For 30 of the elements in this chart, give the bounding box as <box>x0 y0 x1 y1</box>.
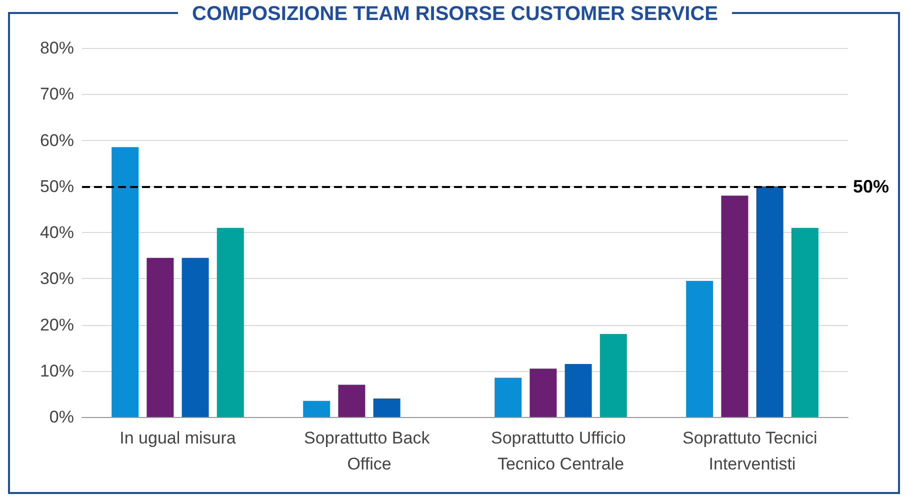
x-tick-label: Soprattuto Tecnici Interventisti <box>682 428 822 474</box>
bar <box>303 400 330 417</box>
y-tick-label: 80% <box>40 38 74 58</box>
bar <box>530 368 557 417</box>
y-tick-label: 50% <box>40 176 74 196</box>
bar <box>686 280 714 417</box>
y-tick-label: 40% <box>40 223 74 242</box>
bar <box>146 258 174 417</box>
x-tick-label: Soprattutto Back Office <box>304 428 434 474</box>
bar <box>338 384 366 417</box>
x-tick-label: In ugual misura <box>120 428 236 448</box>
y-tick-label: 70% <box>40 84 74 104</box>
ref-line-label: 50% <box>853 176 890 196</box>
y-tick-label: 20% <box>40 315 74 334</box>
bar <box>564 364 592 417</box>
bar <box>791 228 818 417</box>
y-tick-label: 0% <box>49 408 74 426</box>
bar <box>373 398 400 417</box>
bar <box>600 334 627 417</box>
bar <box>721 196 748 417</box>
y-tick-label: 10% <box>40 361 74 380</box>
chart-title: COMPOSIZIONE TEAM RISORSE CUSTOMER SERVICE <box>192 3 718 25</box>
bar <box>112 147 139 417</box>
y-tick-label: 60% <box>40 130 74 150</box>
bar <box>216 228 244 417</box>
bar <box>182 258 209 417</box>
bar <box>494 378 522 417</box>
x-tick-label: Soprattutto Ufficio Tecnico Centrale <box>490 428 631 474</box>
y-tick-label: 30% <box>40 269 74 288</box>
bar <box>756 186 784 417</box>
